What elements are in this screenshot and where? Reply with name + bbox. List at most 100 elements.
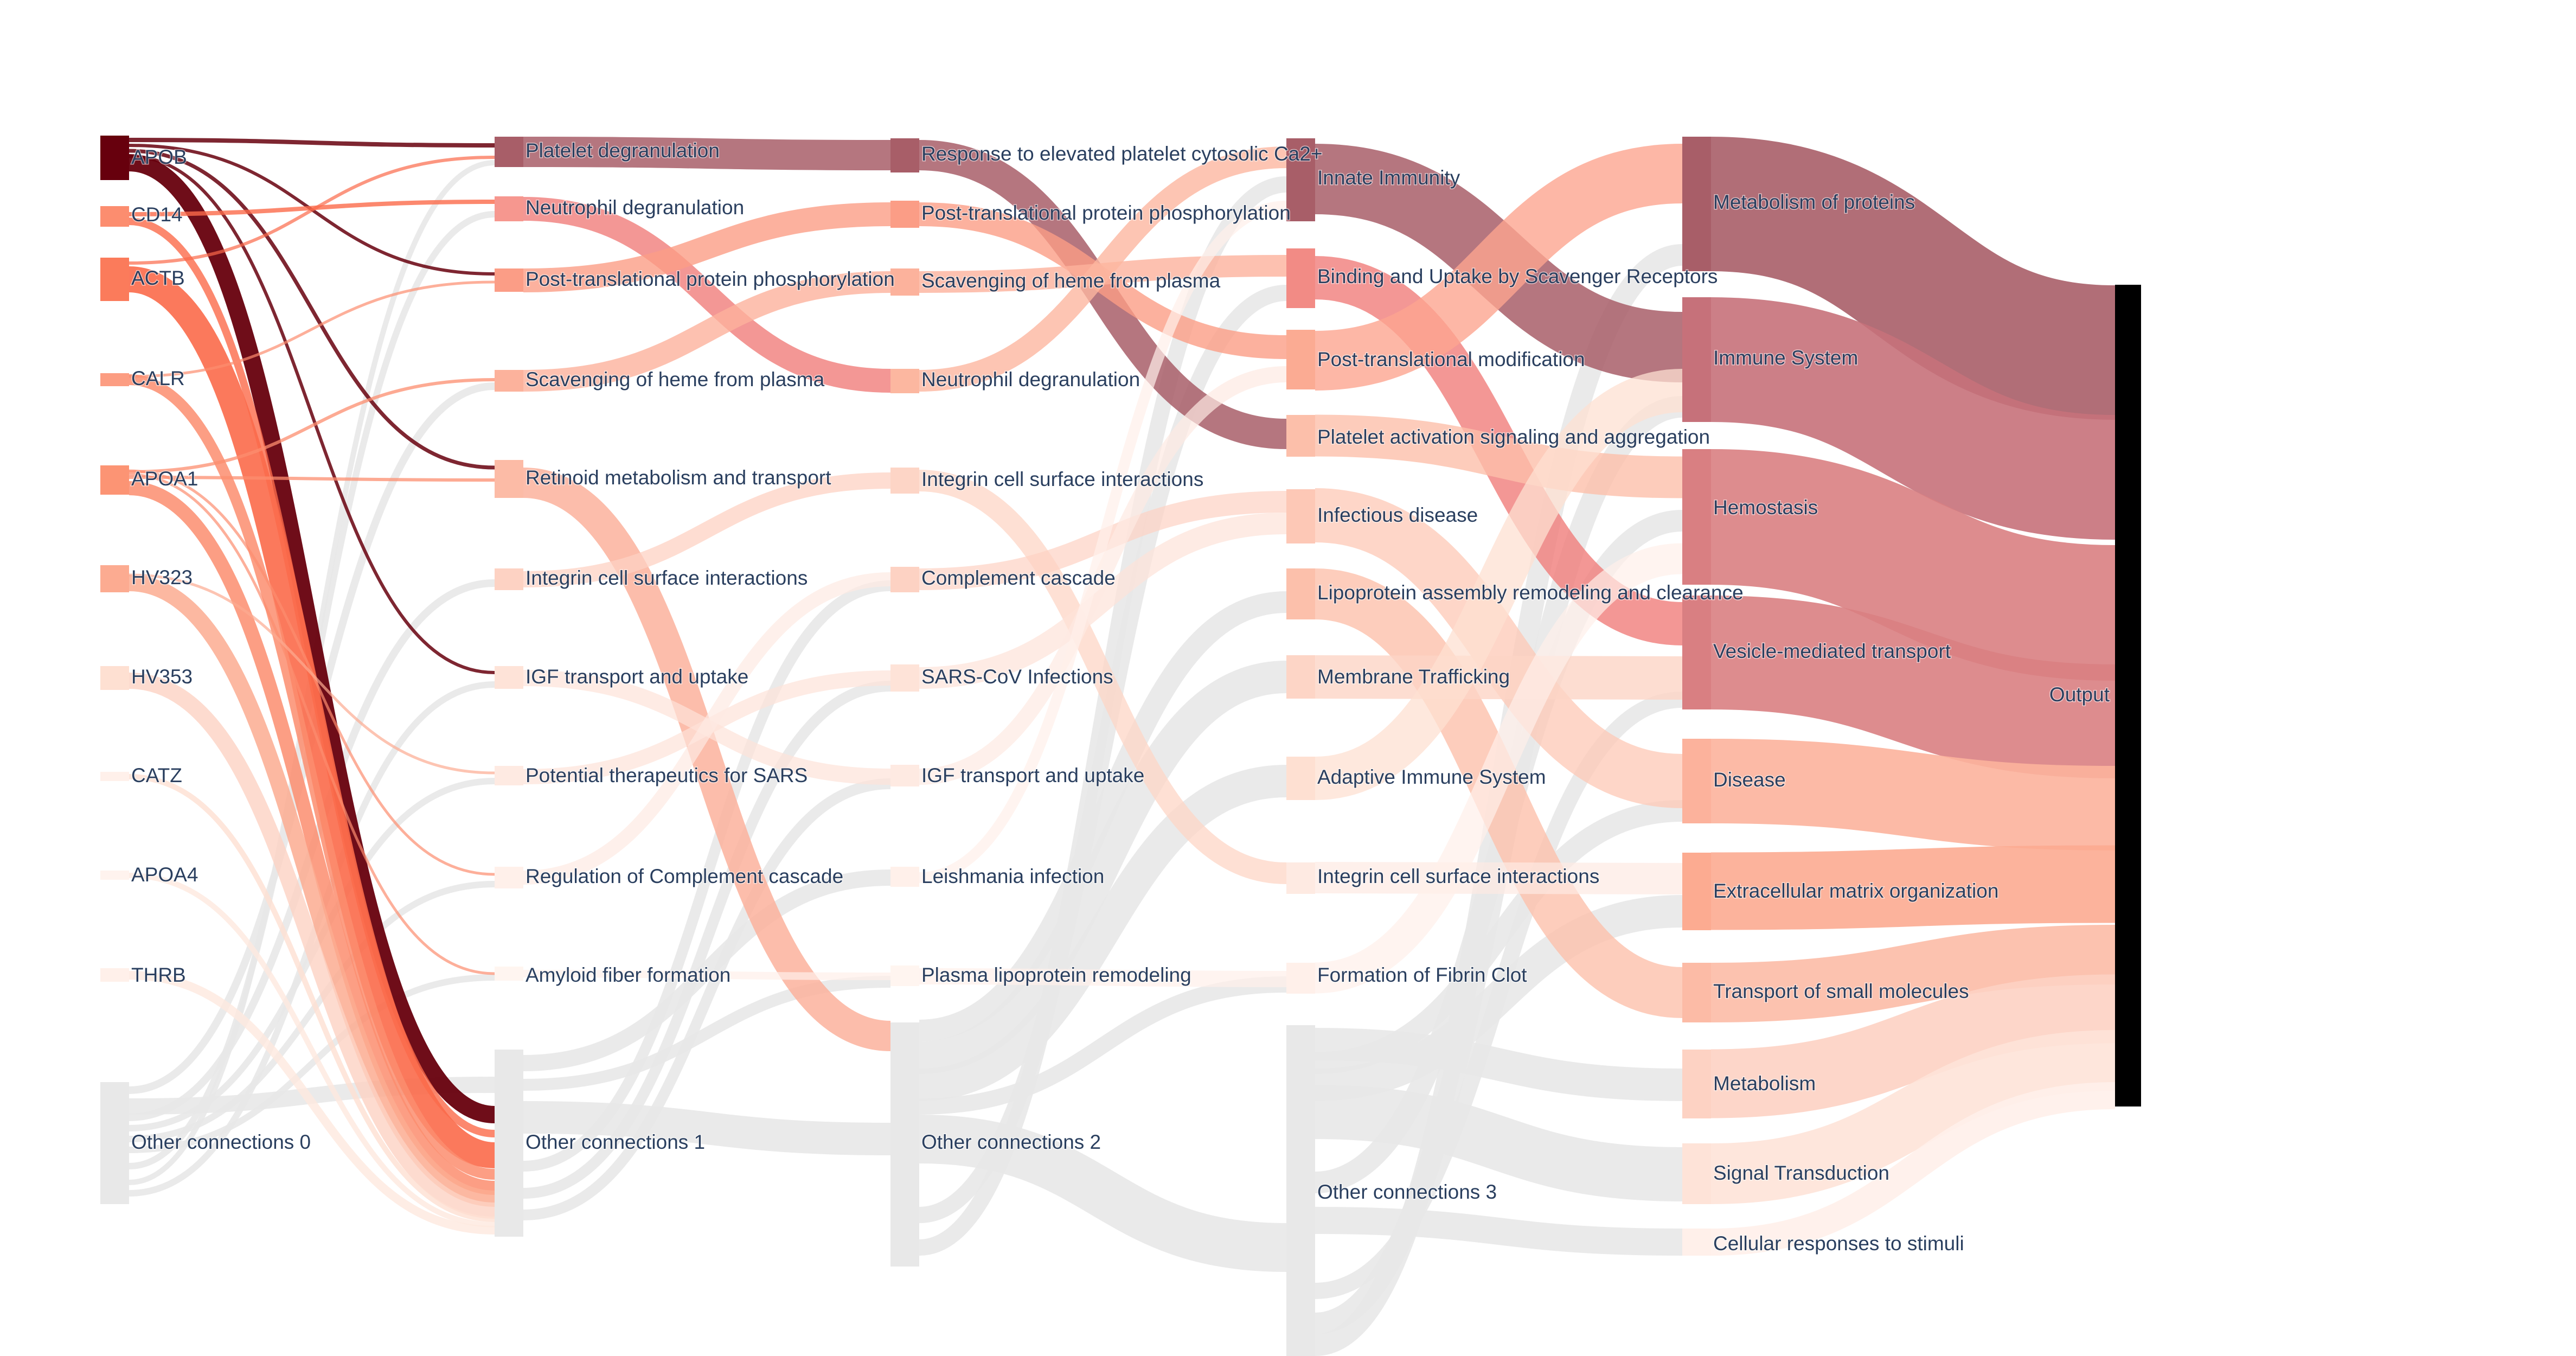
sankey-link-1-10-to-2-5 — [523, 580, 891, 1172]
sankey-node-c0-8[interactable] — [100, 871, 129, 880]
sankey-node-c3-3[interactable] — [1286, 415, 1315, 457]
sankey-node-c0-9[interactable] — [100, 968, 129, 982]
sankey-node-c4-1[interactable] — [1682, 297, 1711, 422]
sankey-node-c3-1[interactable] — [1286, 248, 1315, 308]
sankey-node-c0-5[interactable] — [100, 565, 129, 592]
sankey-node-c2-3[interactable] — [890, 369, 919, 393]
sankey-node-c1-6[interactable] — [495, 666, 523, 689]
sankey-node-c2-10[interactable] — [890, 1022, 919, 1267]
sankey-node-c5-0[interactable] — [2115, 285, 2141, 1106]
sankey-link-3-10-to-4-9 — [1315, 1207, 1683, 1256]
sankey-node-c0-2[interactable] — [100, 258, 129, 301]
sankey-link-2-10-to-3-9 — [919, 976, 1287, 1115]
sankey-node-c4-4[interactable] — [1682, 739, 1711, 823]
sankey-link-1-2-to-2-1 — [523, 202, 891, 292]
sankey-link-1-0-to-2-0 — [523, 137, 891, 170]
sankey-node-c3-7[interactable] — [1286, 757, 1315, 800]
links-layer — [128, 137, 2116, 1356]
sankey-node-c4-3[interactable] — [1682, 596, 1711, 709]
sankey-link-0-4-to-1-10 — [129, 481, 495, 1195]
sankey-node-c3-10[interactable] — [1286, 1025, 1315, 1356]
sankey-node-c1-9[interactable] — [495, 967, 523, 981]
sankey-node-c4-8[interactable] — [1682, 1143, 1711, 1204]
sankey-node-c2-2[interactable] — [890, 268, 919, 296]
sankey-link-0-10-to-1-9 — [129, 974, 495, 1153]
sankey-link-3-4-to-4-4 — [1314, 488, 1683, 808]
sankey-node-c2-9[interactable] — [890, 965, 919, 986]
sankey-node-c3-5[interactable] — [1286, 568, 1315, 619]
sankey-node-c4-2[interactable] — [1682, 449, 1711, 585]
sankey-node-c1-5[interactable] — [495, 568, 523, 590]
sankey-link-1-5-to-2-4 — [523, 472, 891, 587]
sankey-node-c0-10[interactable] — [100, 1082, 129, 1204]
sankey-node-label-c0-9: THRB — [131, 964, 186, 986]
sankey-node-label-c2-9: Plasma lipoprotein remodeling — [921, 964, 1191, 986]
sankey-node-c3-9[interactable] — [1286, 963, 1315, 994]
sankey-node-label-c3-0: Innate Immunity — [1317, 167, 1460, 189]
sankey-node-c1-4[interactable] — [495, 460, 523, 498]
sankey-node-label-c2-8: Leishmania infection — [921, 865, 1104, 887]
sankey-node-label-c3-1: Binding and Uptake by Scavenger Receptor… — [1317, 265, 1718, 287]
sankey-node-c0-7[interactable] — [100, 772, 129, 781]
sankey-node-label-c0-10: Other connections 0 — [131, 1131, 311, 1153]
sankey-node-c1-1[interactable] — [495, 196, 523, 221]
sankey-node-c4-7[interactable] — [1682, 1050, 1711, 1118]
sankey-link-1-8-to-2-5 — [523, 572, 891, 885]
sankey-node-c4-6[interactable] — [1682, 963, 1711, 1022]
sankey-node-c1-3[interactable] — [495, 370, 523, 392]
sankey-node-c2-4[interactable] — [890, 468, 919, 494]
sankey-node-label-c1-5: Integrin cell surface interactions — [526, 567, 808, 589]
sankey-node-c1-2[interactable] — [495, 268, 523, 292]
sankey-node-c0-3[interactable] — [100, 373, 129, 386]
sankey-link-0-6-to-1-10 — [129, 673, 495, 1219]
sankey-node-c1-8[interactable] — [495, 867, 523, 888]
sankey-link-0-0-to-1-10 — [129, 154, 495, 1123]
sankey-node-c2-8[interactable] — [890, 867, 919, 887]
sankey-node-c1-7[interactable] — [495, 766, 523, 785]
sankey-node-c2-6[interactable] — [890, 664, 919, 692]
sankey-node-c0-1[interactable] — [100, 206, 129, 227]
sankey-node-label-c3-10: Other connections 3 — [1317, 1181, 1497, 1203]
sankey-node-c0-6[interactable] — [100, 666, 129, 690]
sankey-link-3-2-to-4-0 — [1315, 144, 1683, 391]
sankey-node-label-c2-4: Integrin cell surface interactions — [921, 468, 1203, 490]
sankey-node-label-c0-7: CATZ — [131, 764, 182, 786]
sankey-node-label-c1-10: Other connections 1 — [526, 1131, 705, 1153]
sankey-node-c3-6[interactable] — [1286, 655, 1315, 699]
sankey-link-4-6-to-5-0 — [1710, 925, 2116, 1022]
sankey-link-0-4-to-1-4 — [129, 476, 495, 482]
sankey-link-1-3-to-2-2 — [523, 271, 891, 392]
sankey-node-c3-4[interactable] — [1286, 489, 1315, 543]
sankey-link-4-0-to-5-0 — [1710, 137, 2116, 420]
sankey-node-c2-0[interactable] — [890, 138, 919, 172]
sankey-node-label-c4-9: Cellular responses to stimuli — [1713, 1232, 1964, 1255]
sankey-node-label-c4-6: Transport of small molecules — [1713, 980, 1969, 1002]
sankey-node-c4-5[interactable] — [1682, 853, 1711, 930]
sankey-node-c3-8[interactable] — [1286, 862, 1315, 894]
sankey-link-1-10-to-2-10 — [523, 1101, 891, 1155]
sankey-link-3-3-to-4-2 — [1315, 414, 1683, 498]
sankey-node-c1-10[interactable] — [495, 1050, 523, 1237]
sankey-node-c0-4[interactable] — [100, 465, 129, 495]
sankey-link-2-10-to-3-5 — [919, 591, 1287, 1041]
sankey-node-label-c0-0: APOB — [131, 146, 187, 168]
sankey-node-c4-0[interactable] — [1682, 137, 1711, 271]
sankey-node-c2-7[interactable] — [890, 765, 919, 786]
sankey-node-label-c0-2: ACTB — [131, 267, 185, 289]
sankey-node-c2-5[interactable] — [890, 567, 919, 592]
sankey-node-c0-0[interactable] — [100, 136, 129, 180]
sankey-node-label-c3-5: Lipoprotein assembly remodeling and clea… — [1317, 581, 1744, 604]
sankey-node-c4-9[interactable] — [1682, 1229, 1711, 1256]
sankey-node-label-c4-3: Vesicle-mediated transport — [1713, 640, 1951, 662]
sankey-node-label-c2-3: Neutrophil degranulation — [921, 368, 1140, 391]
sankey-node-c3-0[interactable] — [1286, 138, 1315, 221]
sankey-link-2-6-to-3-4 — [919, 513, 1287, 689]
sankey-link-3-7-to-4-1 — [1314, 369, 1683, 800]
sankey-link-0-4-to-1-3 — [129, 378, 495, 474]
sankey-node-c2-1[interactable] — [890, 201, 919, 228]
sankey-link-3-9-to-4-2 — [1315, 543, 1683, 994]
sankey-link-0-8-to-1-10 — [129, 873, 495, 1227]
sankey-node-c3-2[interactable] — [1286, 330, 1315, 389]
sankey-node-c1-0[interactable] — [495, 137, 523, 167]
sankey-link-4-1-to-5-0 — [1710, 297, 2116, 540]
